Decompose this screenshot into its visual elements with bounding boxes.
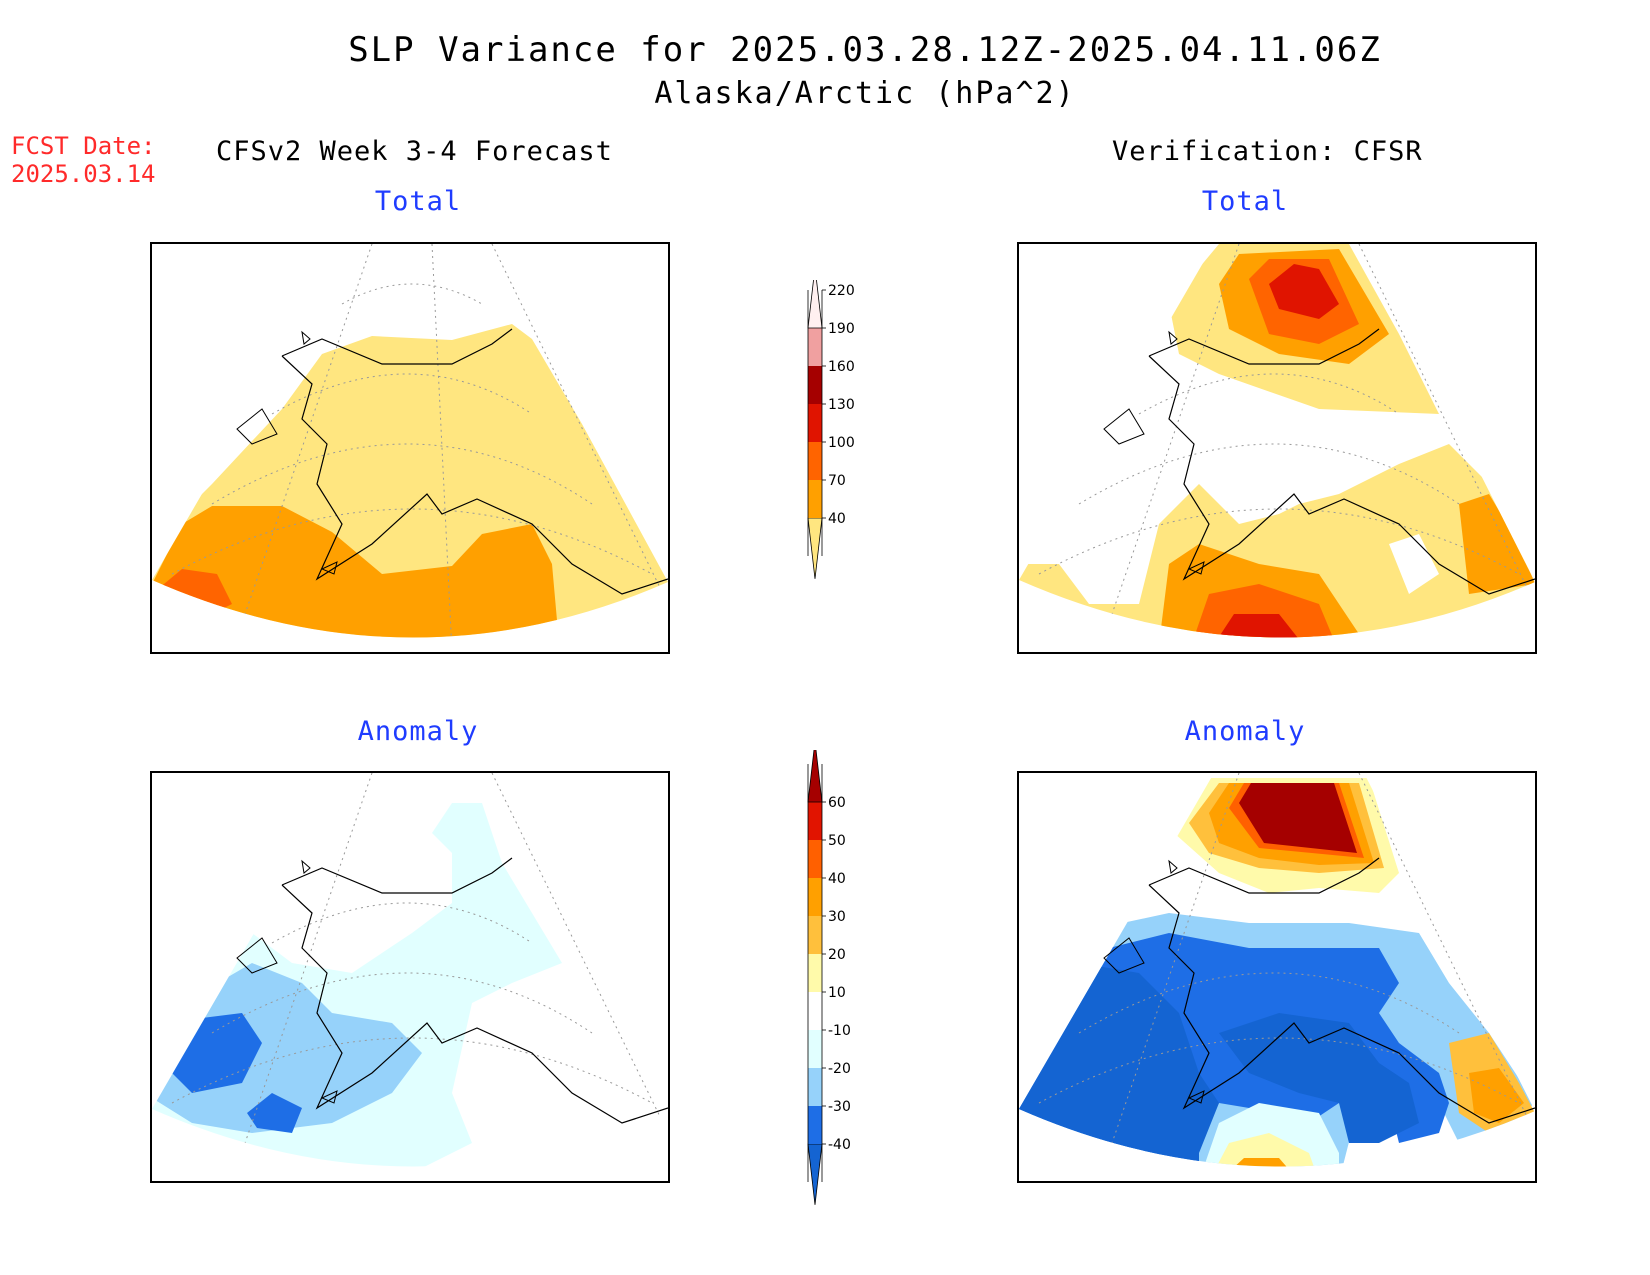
forecast-anomaly-title: Anomaly: [357, 716, 479, 747]
total-colorbar-label: 130: [828, 397, 855, 413]
total-colorbar-swatch: [808, 366, 822, 404]
map-title: SLP Variance for 2025.03.28.12Z-2025.04.…: [348, 30, 1382, 70]
anomaly-colorbar-swatch: [808, 916, 822, 954]
anomaly-colorbar-swatch: [808, 954, 822, 992]
total-colorbar-label: 70: [828, 473, 846, 489]
anomaly-colorbar-swatch: [807, 1143, 823, 1205]
total-colorbar-label: 190: [828, 321, 855, 337]
verification-column-header: Verification: CFSR: [1112, 136, 1423, 167]
total-colorbar-label: 160: [828, 359, 855, 375]
anomaly-colorbar-swatch: [808, 840, 822, 878]
total-colorbar-swatch: [807, 517, 823, 579]
forecast-anomaly-map: [150, 771, 670, 1183]
anomaly-colorbar-label: 30: [828, 909, 846, 925]
anomaly-colorbar-swatch: [808, 1106, 822, 1144]
verification-total-map: [1017, 242, 1537, 654]
anomaly-colorbar-swatch: [808, 1068, 822, 1106]
anomaly-colorbar-label: -20: [828, 1061, 851, 1077]
total-colorbar-label: 220: [828, 283, 855, 299]
total-colorbar-swatch: [808, 480, 822, 518]
forecast-total-title: Total: [374, 186, 462, 217]
fcst-date-value: 2025.03.14: [11, 160, 156, 188]
anomaly-colorbar-label: 20: [828, 947, 846, 963]
anomaly-colorbar-swatch: [808, 802, 822, 840]
verification-anomaly-title: Anomaly: [1184, 716, 1306, 747]
anomaly-colorbar-label: -40: [828, 1137, 851, 1153]
anomaly-colorbar-swatch: [808, 992, 822, 1030]
total-colorbar-swatch: [807, 280, 823, 329]
forecast-total-map: [150, 242, 670, 654]
anomaly-colorbar-swatch: [808, 878, 822, 916]
anomaly-colorbar-label: -30: [828, 1099, 851, 1115]
anomaly-colorbar-label: 50: [828, 833, 846, 849]
total-colorbar-label: 40: [828, 511, 846, 527]
forecast-column-header: CFSv2 Week 3-4 Forecast: [216, 136, 613, 167]
anomaly-colorbar: -40 -30 -20 -10 10 20 30 40 50 60: [807, 750, 851, 1205]
fcst-date-label: FCST Date:: [11, 132, 156, 160]
anomaly-colorbar-label: -10: [828, 1023, 851, 1039]
anomaly-colorbar-label: 60: [828, 795, 846, 811]
total-colorbar: 40 70 100 130 160 190 220: [807, 280, 855, 579]
total-colorbar-swatch: [808, 328, 822, 366]
anomaly-colorbar-label: 10: [828, 985, 846, 1001]
map-subtitle: Alaska/Arctic (hPa^2): [654, 76, 1076, 111]
anomaly-colorbar-swatch: [807, 750, 823, 803]
total-colorbar-swatch: [808, 442, 822, 480]
total-colorbar-label: 100: [828, 435, 855, 451]
anomaly-colorbar-swatch: [808, 1030, 822, 1068]
total-colorbar-swatch: [808, 404, 822, 442]
verification-anomaly-map: [1017, 771, 1537, 1183]
anomaly-colorbar-label: 40: [828, 871, 846, 887]
verification-total-title: Total: [1201, 186, 1289, 217]
